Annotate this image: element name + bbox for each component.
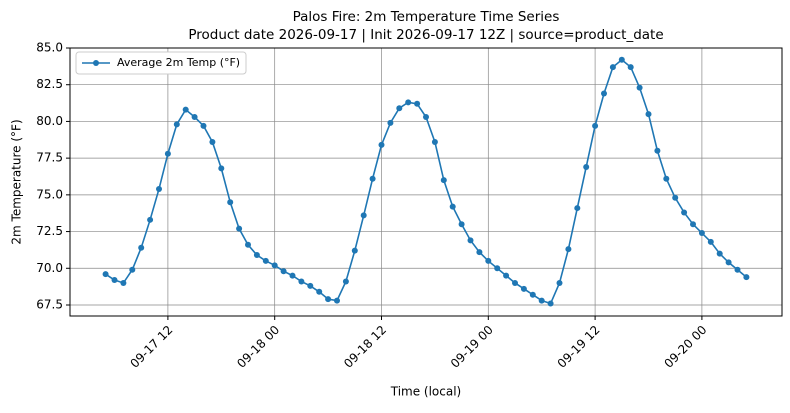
point: [440, 177, 447, 184]
point: [271, 262, 278, 269]
point: [485, 257, 492, 264]
point: [298, 278, 305, 285]
point: [182, 106, 189, 113]
point: [227, 199, 234, 206]
point: [280, 268, 287, 275]
point: [449, 203, 456, 210]
point: [476, 249, 483, 256]
y-tick-label: 70.0: [36, 261, 63, 275]
point: [138, 244, 145, 251]
point: [707, 238, 714, 245]
point: [645, 111, 652, 118]
point: [512, 279, 518, 286]
point: [698, 230, 705, 237]
point: [609, 64, 616, 71]
point: [200, 122, 207, 129]
plot-frame: [69, 47, 783, 317]
point: [396, 105, 403, 112]
chart-subtitle: Product date 2026-09-17 | Init 2026-09-1…: [188, 27, 663, 43]
point: [663, 175, 670, 182]
point: [102, 271, 109, 278]
point: [351, 247, 358, 254]
x-tick-label: 09-19 00: [448, 323, 496, 371]
point: [218, 165, 225, 172]
x-axis-label: Time (local): [390, 385, 462, 399]
point: [618, 56, 625, 63]
point: [156, 185, 162, 192]
point: [164, 150, 171, 157]
point: [601, 90, 607, 97]
point: [627, 64, 634, 71]
y-tick-label: 72.5: [36, 224, 63, 238]
point: [583, 163, 590, 170]
y-tick-label: 80.0: [36, 114, 63, 128]
point: [120, 279, 127, 286]
point: [690, 221, 696, 228]
point: [342, 278, 349, 285]
point: [414, 100, 421, 107]
series-line: [105, 58, 747, 305]
point: [503, 272, 510, 279]
y-tick-label: 67.5: [36, 297, 63, 311]
point: [565, 246, 572, 253]
point: [245, 241, 251, 248]
x-tick-label: 09-18 00: [234, 323, 282, 371]
point: [458, 221, 465, 228]
x-tick-label: 09-17 12: [127, 323, 175, 371]
point: [253, 252, 260, 259]
point: [467, 237, 474, 244]
legend-label: Average 2m Temp (°F): [117, 56, 240, 69]
point: [538, 297, 545, 304]
point: [262, 257, 269, 264]
point: [574, 205, 581, 212]
point: [734, 266, 741, 273]
point: [716, 250, 723, 257]
point: [556, 279, 563, 286]
point: [654, 147, 661, 154]
point: [289, 272, 296, 279]
point: [369, 175, 376, 182]
point: [173, 121, 180, 128]
point: [129, 266, 136, 273]
point: [209, 138, 216, 145]
point: [236, 225, 243, 232]
point: [360, 212, 367, 219]
point: [387, 119, 394, 126]
legend-box: [75, 51, 247, 75]
point: [592, 122, 599, 129]
x-tick-label: 09-19 12: [555, 323, 603, 371]
point: [307, 282, 314, 289]
point: [431, 138, 438, 145]
point: [325, 296, 332, 303]
point: [334, 297, 340, 304]
point: [423, 114, 429, 121]
chart-title: Palos Fire: 2m Temperature Time Series: [293, 9, 560, 25]
point: [681, 209, 688, 216]
y-tick-label: 77.5: [36, 151, 63, 165]
point: [529, 291, 536, 298]
point: [520, 285, 527, 292]
point: [494, 265, 501, 272]
point: [378, 141, 385, 148]
legend: Average 2m Temp (°F): [75, 51, 247, 75]
point: [672, 194, 679, 201]
y-tick-label: 82.5: [36, 77, 63, 91]
point: [547, 300, 554, 307]
point: [405, 99, 412, 106]
y-axis-label: 2m Temperature (°F): [10, 119, 24, 244]
x-tick-label: 09-18 12: [341, 323, 389, 371]
point: [111, 277, 118, 284]
point: [147, 216, 154, 223]
point: [743, 274, 750, 281]
legend-marker: [93, 60, 99, 66]
point: [191, 114, 198, 121]
point: [725, 259, 732, 266]
point: [316, 288, 323, 295]
y-tick-label: 85.0: [36, 41, 63, 55]
point: [636, 84, 643, 91]
y-tick-label: 75.0: [36, 187, 63, 201]
x-tick-label: 09-20 00: [661, 323, 709, 371]
